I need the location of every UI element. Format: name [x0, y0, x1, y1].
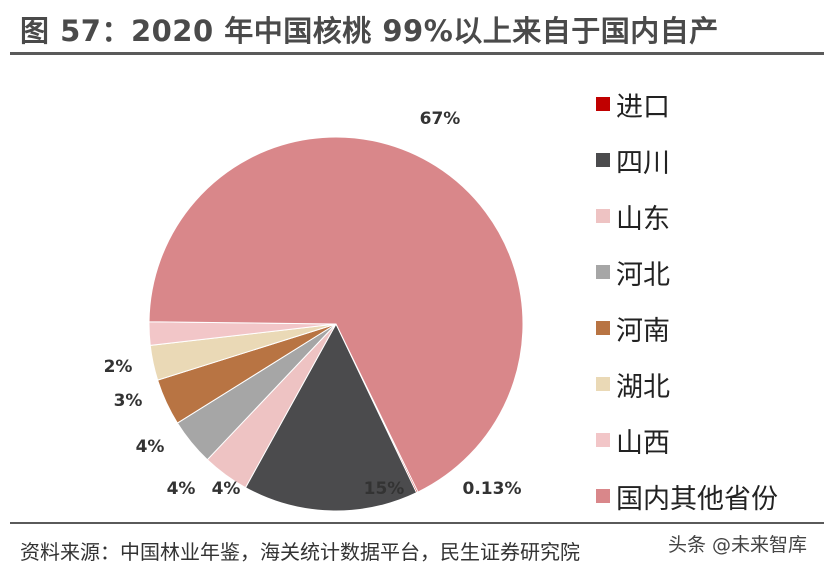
legend-item-8: 国内其他省份	[596, 468, 778, 524]
data-label-2: 15%	[364, 479, 405, 499]
pie-slice-2	[244, 322, 418, 512]
legend-label: 湖北	[616, 371, 670, 403]
data-label-4: 4%	[167, 479, 196, 499]
legend-item-4: 河北	[596, 244, 778, 300]
data-label-7: 2%	[104, 357, 133, 377]
chart-title: 图 57：2020 年中国核桃 99%以上来自于国内自产	[20, 14, 719, 48]
legend-item-3: 山东	[596, 188, 778, 244]
data-label-8: 67%	[420, 109, 461, 129]
legend-item-7: 山西	[596, 412, 778, 468]
title-divider	[10, 52, 824, 55]
data-label-5: 4%	[136, 437, 165, 457]
legend-item-6: 湖北	[596, 356, 778, 412]
legend-swatch	[596, 321, 610, 335]
legend-label: 四川	[616, 147, 670, 179]
legend-label: 河北	[616, 259, 670, 291]
legend-swatch	[596, 209, 610, 223]
pie-slice-8	[148, 136, 524, 493]
legend-item-1: 进口	[596, 76, 778, 132]
data-label-3: 4%	[212, 479, 241, 499]
chart-legend: 进口四川山东河北河南湖北山西国内其他省份	[596, 76, 778, 524]
legend-swatch	[596, 377, 610, 391]
legend-item-5: 河南	[596, 300, 778, 356]
legend-label: 河南	[616, 315, 670, 347]
legend-swatch	[596, 489, 610, 503]
legend-label: 山西	[616, 427, 670, 459]
source-note: 资料来源：中国林业年鉴，海关统计数据平台，民生证券研究院	[20, 540, 580, 564]
legend-swatch	[596, 97, 610, 111]
footer-divider	[10, 522, 824, 524]
legend-swatch	[596, 153, 610, 167]
watermark: 头条 @未来智库	[668, 534, 808, 556]
legend-swatch	[596, 265, 610, 279]
legend-swatch	[596, 433, 610, 447]
legend-label: 进口	[616, 91, 670, 123]
legend-label: 山东	[616, 203, 670, 235]
data-label-6: 3%	[114, 391, 143, 411]
legend-label: 国内其他省份	[616, 483, 778, 515]
data-label-1: 0.13%	[463, 479, 522, 499]
legend-item-2: 四川	[596, 132, 778, 188]
